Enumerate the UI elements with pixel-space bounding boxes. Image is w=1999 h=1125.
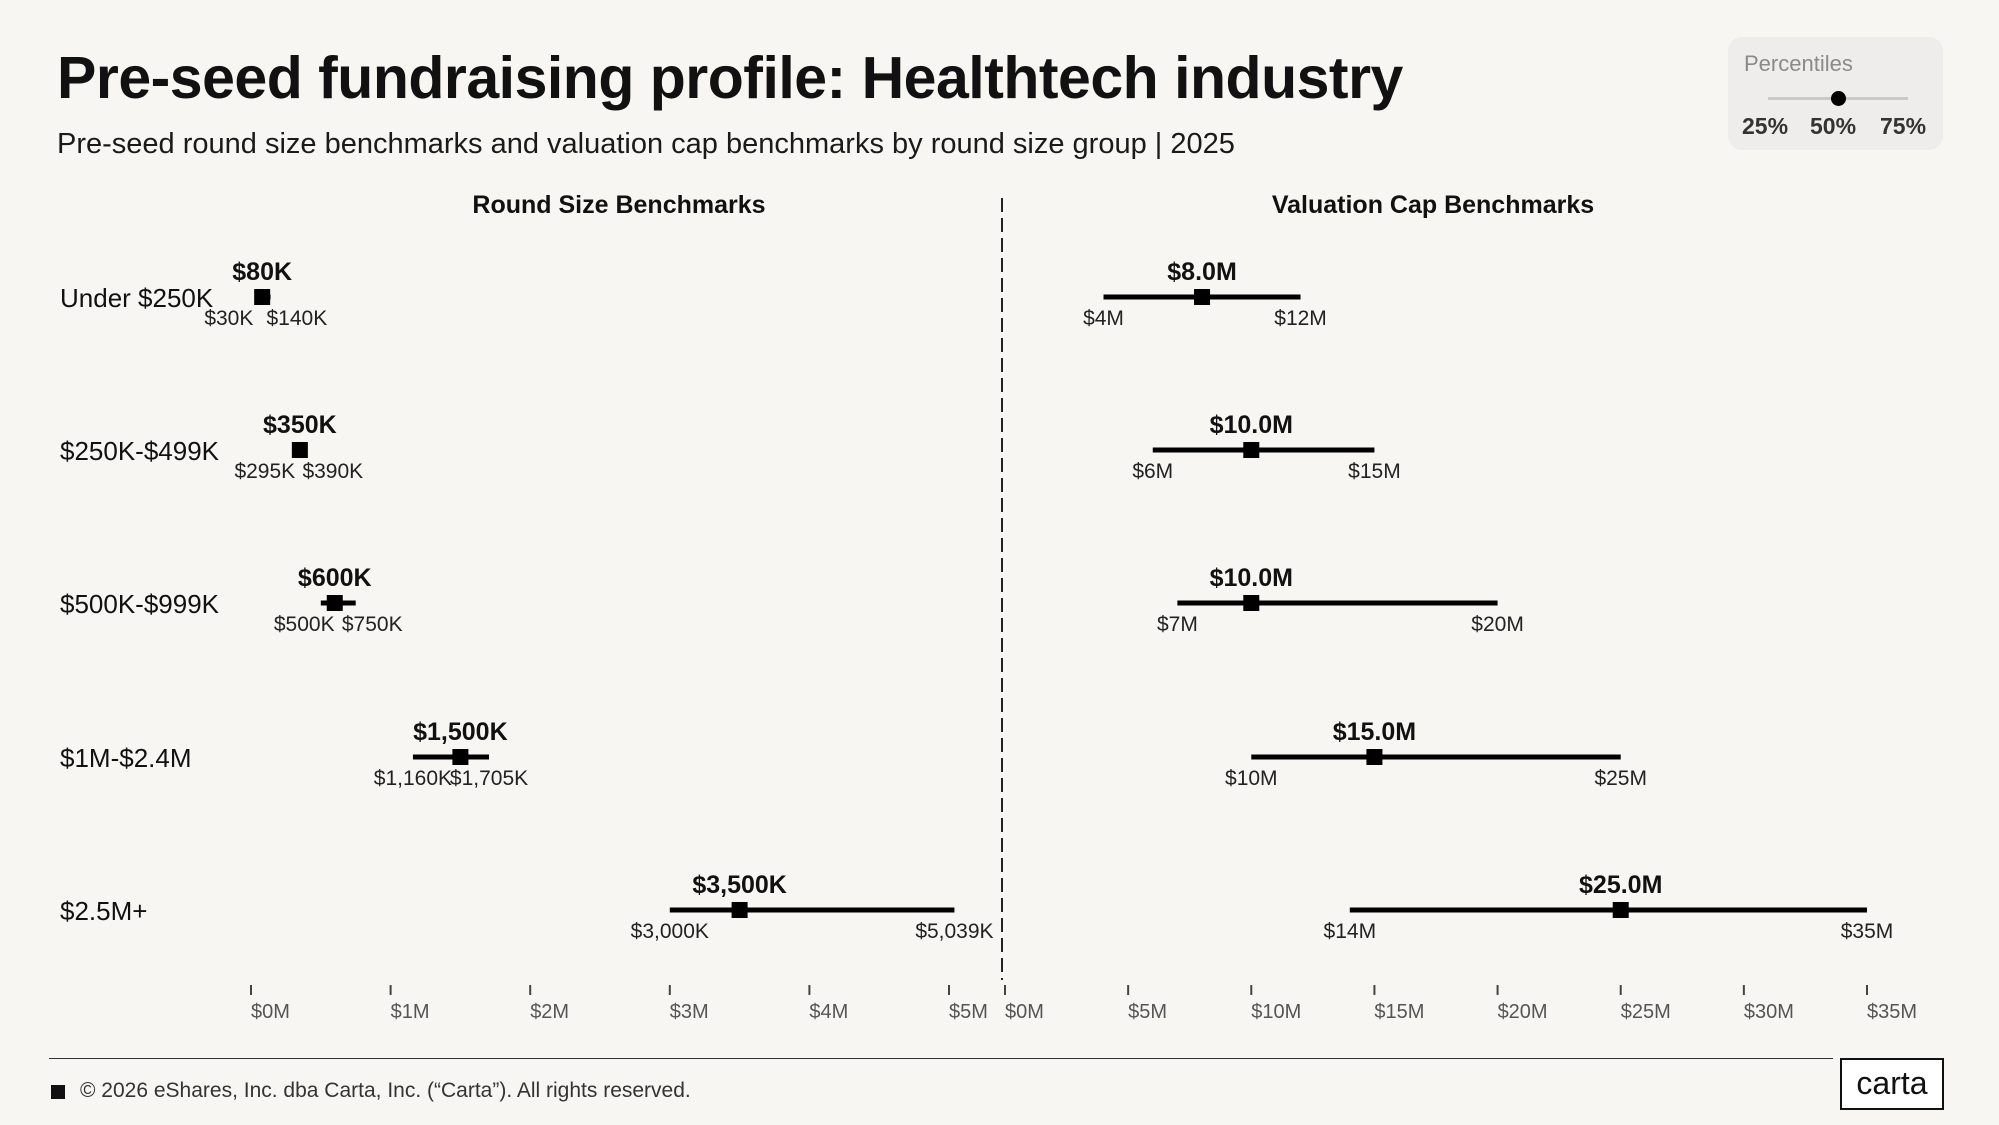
row-label: $1M-$2.4M <box>60 743 192 773</box>
median-marker <box>1243 595 1260 611</box>
axis-tick-label: $15M <box>1374 1001 1424 1023</box>
median-label: $80K <box>232 258 292 286</box>
legend-median-dot <box>1831 91 1846 106</box>
legend-title: Percentiles <box>1744 51 1853 76</box>
median-label: $350K <box>263 411 337 439</box>
axis-tick-label: $20M <box>1498 1001 1548 1023</box>
p25-label: $7M <box>1157 613 1198 636</box>
axis-tick-label: $5M <box>1128 1001 1167 1023</box>
median-label: $25.0M <box>1579 871 1662 899</box>
p25-label: $10M <box>1225 767 1278 790</box>
panel-title: Round Size Benchmarks <box>472 191 765 219</box>
p25-label: $1,160K <box>374 767 452 790</box>
median-label: $15.0M <box>1333 718 1416 746</box>
median-marker <box>1366 749 1383 765</box>
p25-label: $500K <box>274 613 335 636</box>
page-title: Pre-seed fundraising profile: Healthtech… <box>57 45 1403 111</box>
copyright-text: © 2026 eShares, Inc. dba Carta, Inc. (“C… <box>80 1079 691 1102</box>
p75-label: $140K <box>266 307 327 330</box>
median-label: $600K <box>298 564 372 592</box>
median-label: $10.0M <box>1210 411 1293 439</box>
row-label: $500K-$999K <box>60 589 220 619</box>
median-marker <box>731 902 748 918</box>
axis-tick-label: $0M <box>251 1001 290 1023</box>
axis-tick-label: $10M <box>1251 1001 1301 1023</box>
median-label: $1,500K <box>413 718 508 746</box>
axis-tick-label: $4M <box>809 1001 848 1023</box>
legend-label-p25: 25% <box>1742 113 1789 139</box>
p25-label: $30K <box>204 307 253 330</box>
p75-label: $15M <box>1348 460 1401 483</box>
percentile-legend: Percentiles 25% 50% 75% <box>1728 37 1943 150</box>
median-marker <box>1243 442 1260 458</box>
axis-tick-label: $3M <box>670 1001 709 1023</box>
axis-tick-label: $30M <box>1744 1001 1794 1023</box>
p75-label: $35M <box>1841 920 1894 943</box>
row-label: Under $250K <box>60 283 214 313</box>
axis-tick-label: $2M <box>530 1001 569 1023</box>
median-label: $10.0M <box>1210 564 1293 592</box>
axis-tick-label: $0M <box>1005 1001 1044 1023</box>
median-marker <box>254 289 271 305</box>
median-marker <box>452 749 469 765</box>
legend-label-p50: 50% <box>1810 113 1857 139</box>
axis-tick-label: $35M <box>1867 1001 1917 1023</box>
row-label: $2.5M+ <box>60 896 147 926</box>
median-label: $8.0M <box>1167 258 1236 286</box>
p25-label: $295K <box>234 460 295 483</box>
p75-label: $20M <box>1471 613 1524 636</box>
median-marker <box>1194 289 1211 305</box>
median-label: $3,500K <box>692 871 787 899</box>
p75-label: $390K <box>302 460 363 483</box>
p25-label: $6M <box>1132 460 1173 483</box>
p75-label: $25M <box>1594 767 1647 790</box>
p25-label: $3,000K <box>631 920 709 943</box>
median-marker <box>291 442 308 458</box>
footer-divider <box>49 1058 1833 1059</box>
p75-label: $750K <box>342 613 403 636</box>
panel-title: Valuation Cap Benchmarks <box>1272 191 1594 219</box>
footer-square-icon <box>51 1085 65 1099</box>
legend-label-p75: 75% <box>1880 113 1927 139</box>
row-label: $250K-$499K <box>60 436 220 466</box>
p25-label: $14M <box>1324 920 1377 943</box>
page-subtitle: Pre-seed round size benchmarks and valua… <box>57 128 1235 160</box>
median-marker <box>326 595 343 611</box>
median-marker <box>1612 902 1629 918</box>
axis-tick-label: $25M <box>1621 1001 1671 1023</box>
p75-label: $12M <box>1274 307 1327 330</box>
p75-label: $5,039K <box>915 920 993 943</box>
carta-logo: carta <box>1840 1058 1944 1110</box>
axis-tick-label: $5M <box>949 1001 988 1023</box>
p25-label: $4M <box>1083 307 1124 330</box>
p75-label: $1,705K <box>450 767 528 790</box>
axis-tick-label: $1M <box>391 1001 430 1023</box>
